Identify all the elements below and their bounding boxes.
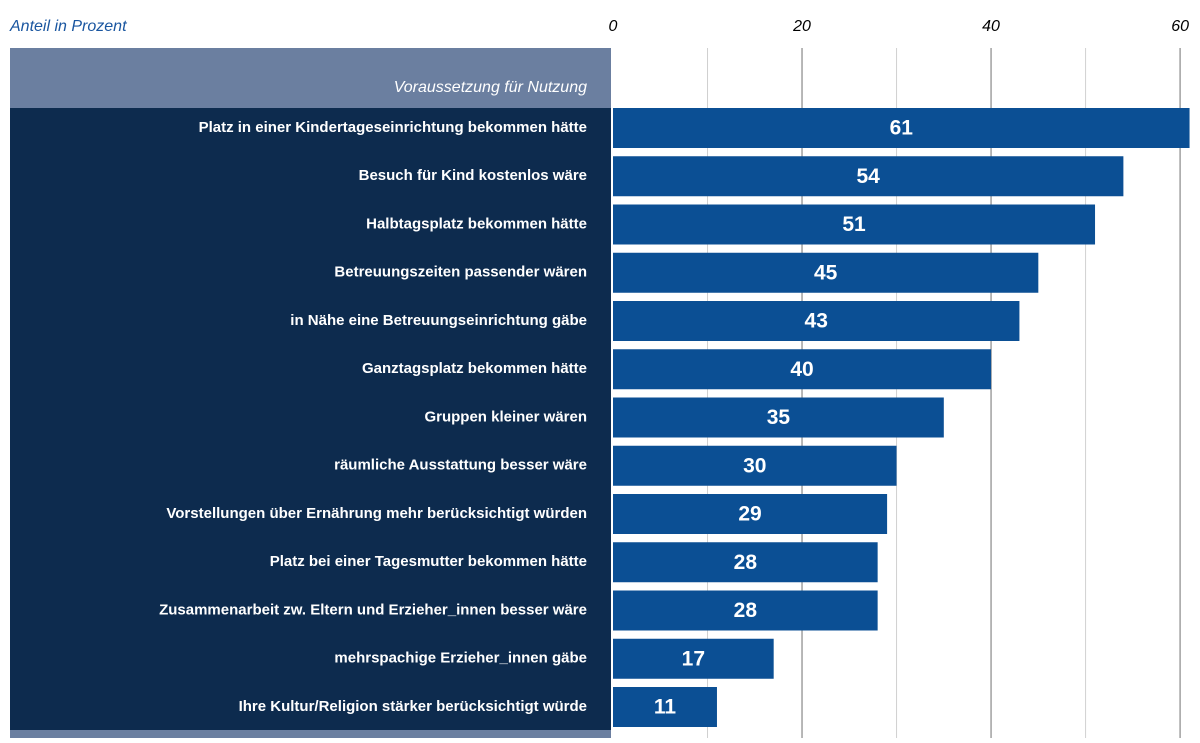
- category-label: Gruppen kleiner wären: [424, 408, 587, 425]
- value-label: 28: [734, 551, 758, 574]
- value-label: 54: [857, 165, 881, 188]
- category-label: in Nähe eine Betreuungseinrichtung gäbe: [290, 312, 587, 329]
- bar: [613, 687, 717, 727]
- label-panel: [10, 108, 611, 730]
- category-label: räumliche Ausstattung besser wäre: [334, 457, 587, 474]
- category-label: mehrspachige Erzieher_innen gäbe: [334, 650, 587, 667]
- category-header: Voraussetzung für Nutzung: [394, 79, 587, 96]
- category-label: Halbtagsplatz bekommen hätte: [366, 215, 587, 232]
- value-label: 17: [682, 647, 705, 670]
- footer-strip: [10, 730, 611, 738]
- category-label: Platz bei einer Tagesmutter bekommen hät…: [270, 553, 587, 570]
- bar: [613, 301, 1020, 341]
- x-tick-label: 40: [982, 18, 1000, 35]
- bar: [613, 349, 992, 390]
- bar: [613, 590, 878, 631]
- category-label: Zusammenarbeit zw. Eltern und Erzieher_i…: [159, 601, 587, 618]
- value-label: 43: [805, 310, 828, 333]
- value-label: 35: [767, 406, 791, 429]
- value-label: 28: [734, 599, 758, 622]
- category-label: Vorstellungen über Ernährung mehr berück…: [166, 505, 587, 522]
- bar: [613, 542, 878, 583]
- category-label: Platz in einer Kindertageseinrichtung be…: [199, 119, 587, 136]
- bar: [613, 638, 774, 679]
- axis-label: Anteil in Prozent: [9, 18, 127, 35]
- bar: [613, 156, 1124, 197]
- bar: [613, 204, 1096, 245]
- value-label: 30: [743, 454, 766, 477]
- value-label: 61: [890, 117, 914, 140]
- bar: [613, 108, 1190, 148]
- bar: [613, 445, 897, 486]
- header-panel: [10, 48, 611, 108]
- value-label: 45: [814, 261, 838, 284]
- value-label: 29: [738, 503, 761, 526]
- bar: [613, 252, 1039, 293]
- value-label: 40: [790, 358, 813, 381]
- bar: [613, 494, 888, 534]
- value-label: 51: [842, 213, 866, 236]
- category-label: Ihre Kultur/Religion stärker berücksicht…: [239, 698, 587, 715]
- bar: [613, 397, 944, 438]
- category-label: Besuch für Kind kostenlos wäre: [359, 167, 587, 184]
- x-tick-label: 60: [1171, 18, 1189, 35]
- category-label: Ganztagsplatz bekommen hätte: [362, 360, 587, 377]
- x-tick-label: 0: [609, 18, 618, 35]
- value-label: 11: [654, 696, 677, 719]
- x-tick-label: 20: [792, 18, 811, 35]
- category-label: Betreuungszeiten passender wären: [334, 264, 587, 281]
